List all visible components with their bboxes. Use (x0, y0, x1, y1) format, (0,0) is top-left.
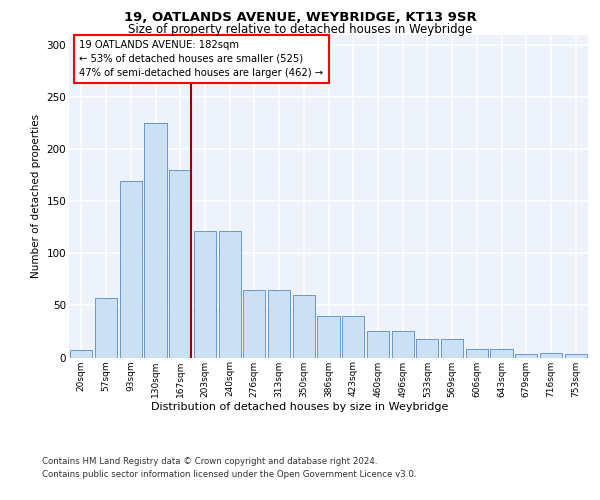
Bar (293, 295, 315, 358)
Bar (218, 230, 241, 358)
Bar (565, 354, 587, 358)
Y-axis label: Number of detached properties: Number of detached properties (31, 114, 41, 278)
Bar (490, 349, 512, 358)
Bar (119, 180, 142, 358)
Bar (268, 290, 290, 358)
Bar (317, 316, 340, 358)
Text: Contains public sector information licensed under the Open Government Licence v3: Contains public sector information licen… (42, 470, 416, 479)
Bar (169, 170, 191, 358)
Bar (145, 124, 167, 358)
Bar (515, 354, 538, 358)
Bar (441, 339, 463, 357)
Bar (392, 332, 414, 357)
Bar (95, 298, 117, 358)
Text: Distribution of detached houses by size in Weybridge: Distribution of detached houses by size … (151, 402, 449, 412)
Bar (194, 230, 216, 358)
Text: 19, OATLANDS AVENUE, WEYBRIDGE, KT13 9SR: 19, OATLANDS AVENUE, WEYBRIDGE, KT13 9SR (124, 11, 476, 24)
Bar (367, 332, 389, 357)
Text: Size of property relative to detached houses in Weybridge: Size of property relative to detached ho… (128, 22, 472, 36)
Bar (70, 350, 92, 358)
Bar (540, 354, 562, 358)
Bar (342, 316, 364, 358)
Bar (466, 349, 488, 358)
Bar (416, 339, 439, 357)
Text: 19 OATLANDS AVENUE: 182sqm
← 53% of detached houses are smaller (525)
47% of sem: 19 OATLANDS AVENUE: 182sqm ← 53% of deta… (79, 40, 323, 78)
Bar (243, 290, 265, 358)
Text: Contains HM Land Registry data © Crown copyright and database right 2024.: Contains HM Land Registry data © Crown c… (42, 458, 377, 466)
